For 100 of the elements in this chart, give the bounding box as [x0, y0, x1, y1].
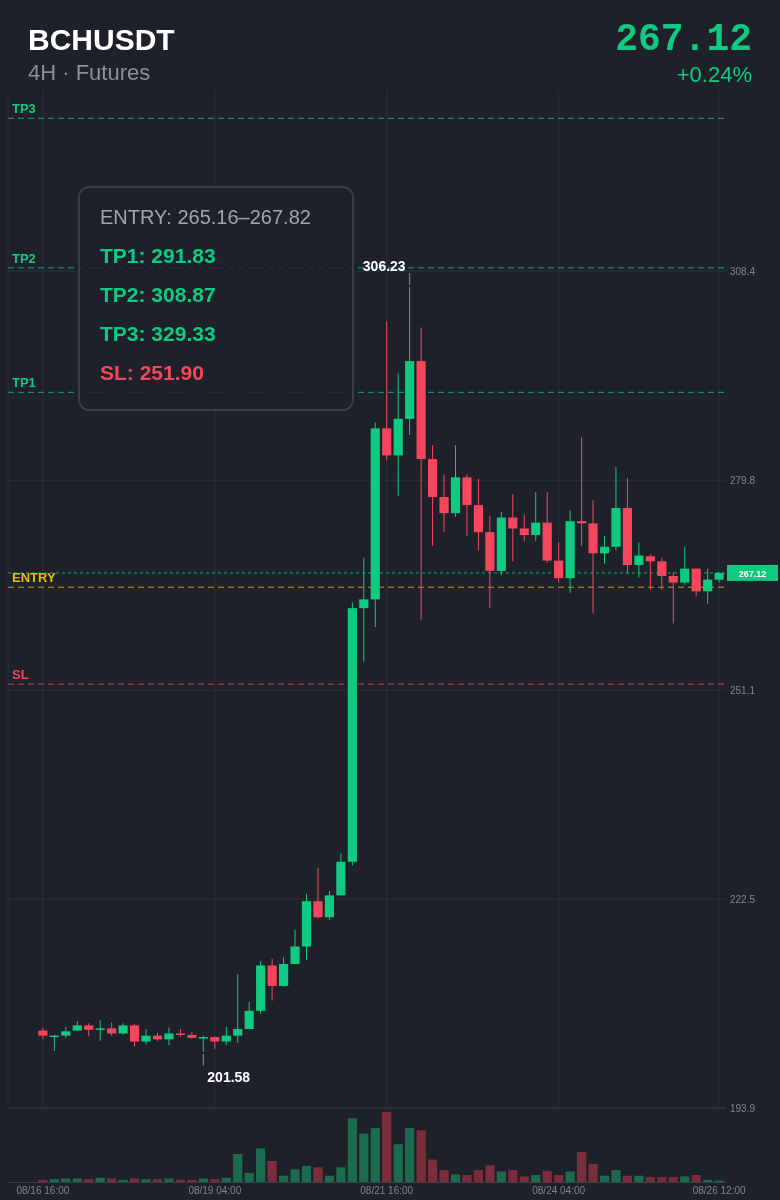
candlestick: [290, 929, 300, 965]
candlestick: [680, 546, 690, 586]
candlestick: [599, 535, 610, 565]
bar: [473, 1170, 484, 1182]
bar: [508, 1170, 518, 1182]
annotation: SL: 251.90: [100, 361, 204, 384]
bar: [531, 1175, 541, 1182]
bar: [416, 1130, 426, 1182]
chart-subtitle: 4H · Futures: [28, 60, 151, 85]
text: +0.24%: [676, 62, 752, 87]
bar: [49, 1179, 59, 1182]
y-tick-label: 251.1: [730, 684, 756, 696]
bar: [599, 1175, 610, 1182]
bar: [84, 1179, 94, 1182]
candlestick: [38, 1027, 48, 1040]
bar: [519, 1176, 529, 1182]
bar: [347, 1118, 357, 1182]
candlestick: [244, 1001, 254, 1030]
ref-line-label: TP1: [12, 375, 36, 391]
bar: [164, 1178, 174, 1182]
candlestick: [164, 1027, 174, 1046]
bar: [496, 1171, 506, 1182]
bar: [439, 1170, 449, 1182]
bar: [324, 1175, 335, 1182]
annotation: ENTRY: 265.16–267.82: [100, 206, 311, 228]
x-tick-label: 08/21 16:00: [360, 1185, 414, 1196]
bar: [290, 1169, 300, 1182]
candlestick: [267, 958, 277, 1002]
candlestick: [141, 1028, 151, 1045]
bar: [370, 1128, 380, 1182]
bar: [359, 1133, 369, 1182]
bar: [267, 1161, 277, 1182]
bar: [680, 1176, 690, 1182]
ref-line-label: ENTRY: [12, 570, 56, 586]
ref-line-label: SL: [12, 667, 29, 683]
candlestick: [278, 956, 289, 988]
annotation: TP2: 308.87: [100, 283, 216, 306]
chart-title: BCHUSDT: [28, 23, 175, 56]
annotation: TP1: 291.83: [100, 244, 216, 267]
candlestick: [645, 553, 655, 591]
candlestick: [324, 890, 335, 921]
bar: [622, 1175, 633, 1182]
bar: [565, 1171, 575, 1182]
annotation: 306.23: [362, 258, 406, 275]
y-tick-label: 222.5: [730, 893, 756, 905]
text: 267.12: [615, 18, 752, 61]
candlestick: [531, 491, 541, 542]
bar: [152, 1179, 163, 1182]
bar: [485, 1165, 495, 1182]
bar: [577, 1151, 587, 1182]
bar: [645, 1177, 655, 1182]
y-tick-label: 193.9: [730, 1103, 756, 1114]
bar: [427, 1159, 438, 1182]
bar: [393, 1144, 403, 1182]
bar: [405, 1128, 415, 1182]
candlestick: [691, 568, 701, 597]
ref-line-label: 267.12: [738, 568, 767, 579]
bar: [611, 1170, 621, 1182]
candlestick: [554, 541, 564, 584]
candlestick: [187, 1031, 197, 1040]
bar: [118, 1179, 128, 1182]
candlestick: [657, 557, 667, 591]
candlestick: [577, 436, 587, 547]
bar: [175, 1179, 185, 1182]
candlestick: [313, 867, 323, 920]
y-tick-label: 279.8: [730, 475, 756, 487]
bar: [210, 1179, 220, 1182]
bar: [313, 1167, 323, 1182]
bar: [256, 1148, 266, 1182]
bar: [301, 1165, 312, 1182]
bar: [703, 1179, 713, 1182]
candlestick: [95, 1019, 105, 1042]
ref-line-label: TP3: [12, 101, 36, 117]
bar: [278, 1175, 289, 1182]
x-tick-label: 08/19 04:00: [188, 1185, 242, 1196]
bar: [336, 1167, 346, 1182]
bar: [38, 1179, 48, 1182]
bar: [668, 1177, 678, 1182]
annotation: TP3: 329.33: [100, 322, 216, 345]
candlestick: [519, 514, 529, 542]
bar: [542, 1170, 552, 1182]
candlestick: [129, 1023, 140, 1048]
bar: [554, 1175, 564, 1182]
candlestick: [439, 473, 449, 533]
bar: [244, 1172, 254, 1182]
candlestick: [668, 571, 678, 624]
bar: [141, 1179, 151, 1182]
ref-line-label: TP2: [12, 250, 36, 266]
annotation: 201.58: [207, 1068, 251, 1085]
x-tick-label: 08/24 04:00: [532, 1185, 586, 1196]
x-tick-label: 08/16 16:00: [16, 1185, 70, 1196]
y-tick-label: 308.4: [730, 266, 756, 278]
bar: [691, 1175, 701, 1182]
bar: [634, 1175, 644, 1182]
bar: [187, 1179, 197, 1182]
bar: [657, 1177, 667, 1182]
bar: [588, 1163, 598, 1182]
bar: [95, 1177, 105, 1182]
bar: [450, 1174, 461, 1182]
bar: [221, 1177, 231, 1182]
